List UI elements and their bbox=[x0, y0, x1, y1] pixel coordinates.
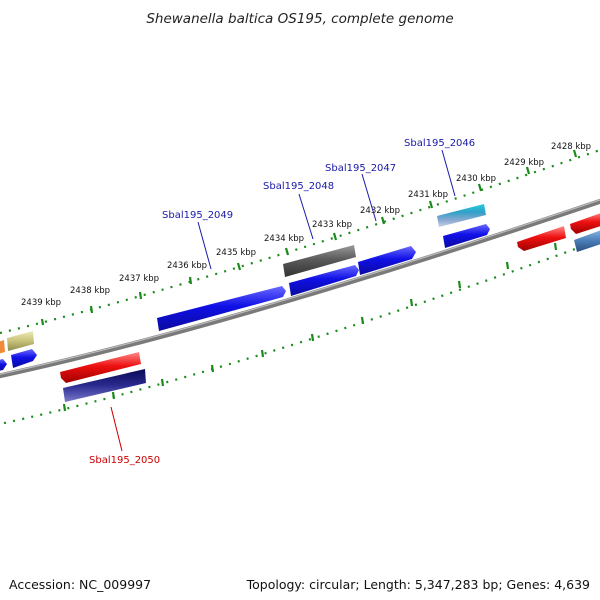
tick-label: 2430 kbp bbox=[456, 174, 496, 184]
gene-orange-left[interactable] bbox=[0, 340, 5, 354]
gene-sbal195-2050[interactable] bbox=[63, 369, 146, 402]
outer-tick-ring bbox=[0, 148, 600, 335]
gene-sbal195-2047[interactable] bbox=[358, 246, 416, 275]
tick-label: 2439 kbp bbox=[21, 298, 61, 308]
inner-tick-ring bbox=[0, 238, 600, 426]
gene-sbal195-2048[interactable] bbox=[283, 245, 356, 277]
tick-label: 2437 kbp bbox=[119, 274, 159, 284]
tick-label: 2431 kbp bbox=[408, 190, 448, 200]
gene-label-sbal195-2049[interactable]: Sbal195_2049 bbox=[162, 210, 233, 221]
genome-summary-text: Topology: circular; Length: 5,347,283 bp… bbox=[246, 577, 590, 592]
gene-sbal195-2050-red[interactable] bbox=[60, 352, 141, 383]
gene-red-far-right[interactable] bbox=[570, 212, 600, 234]
inner-major-ticks bbox=[62, 242, 558, 412]
accession-text: Accession: NC_009997 bbox=[9, 577, 152, 592]
gene-blue-left-2[interactable] bbox=[0, 359, 7, 371]
gene-sbal195-2046[interactable] bbox=[437, 204, 486, 227]
tick-label: 2428 kbp bbox=[551, 142, 591, 152]
tick-label: 2432 kbp bbox=[360, 206, 400, 216]
gene-label-sbal195-2050[interactable]: Sbal195_2050 bbox=[89, 455, 160, 466]
reverse-strand-genes bbox=[60, 212, 600, 402]
tick-label: 2434 kbp bbox=[264, 234, 304, 244]
tick-label: 2429 kbp bbox=[504, 158, 544, 168]
tick-label: 2435 kbp bbox=[216, 248, 256, 258]
gene-blue-left-1[interactable] bbox=[11, 349, 37, 368]
gene-sbal195-2048-bar[interactable] bbox=[289, 265, 359, 296]
gene-sbal195-2049[interactable] bbox=[157, 286, 286, 331]
tick-label: 2433 kbp bbox=[312, 220, 352, 230]
forward-strand-genes bbox=[0, 204, 490, 371]
gene-blue-right[interactable] bbox=[443, 224, 490, 248]
gene-label-sbal195-2047[interactable]: Sbal195_2047 bbox=[325, 163, 396, 174]
tick-label: 2436 kbp bbox=[167, 261, 207, 271]
gene-labels: Sbal195_2046 Sbal195_2047 Sbal195_2048 S… bbox=[89, 138, 475, 466]
gene-label-sbal195-2046[interactable]: Sbal195_2046 bbox=[404, 138, 475, 149]
kbp-tick-labels: 2428 kbp 2429 kbp 2430 kbp 2431 kbp 2432… bbox=[21, 142, 591, 308]
outer-major-ticks bbox=[40, 149, 578, 326]
gene-label-sbal195-2048[interactable]: Sbal195_2048 bbox=[263, 181, 334, 192]
gene-khaki-left[interactable] bbox=[7, 331, 34, 351]
tick-label: 2438 kbp bbox=[70, 286, 110, 296]
map-title: Shewanella baltica OS195, complete genom… bbox=[146, 11, 453, 27]
genome-backbone bbox=[0, 198, 600, 379]
gene-steel-right[interactable] bbox=[574, 229, 600, 252]
gene-red-right[interactable] bbox=[517, 226, 566, 251]
